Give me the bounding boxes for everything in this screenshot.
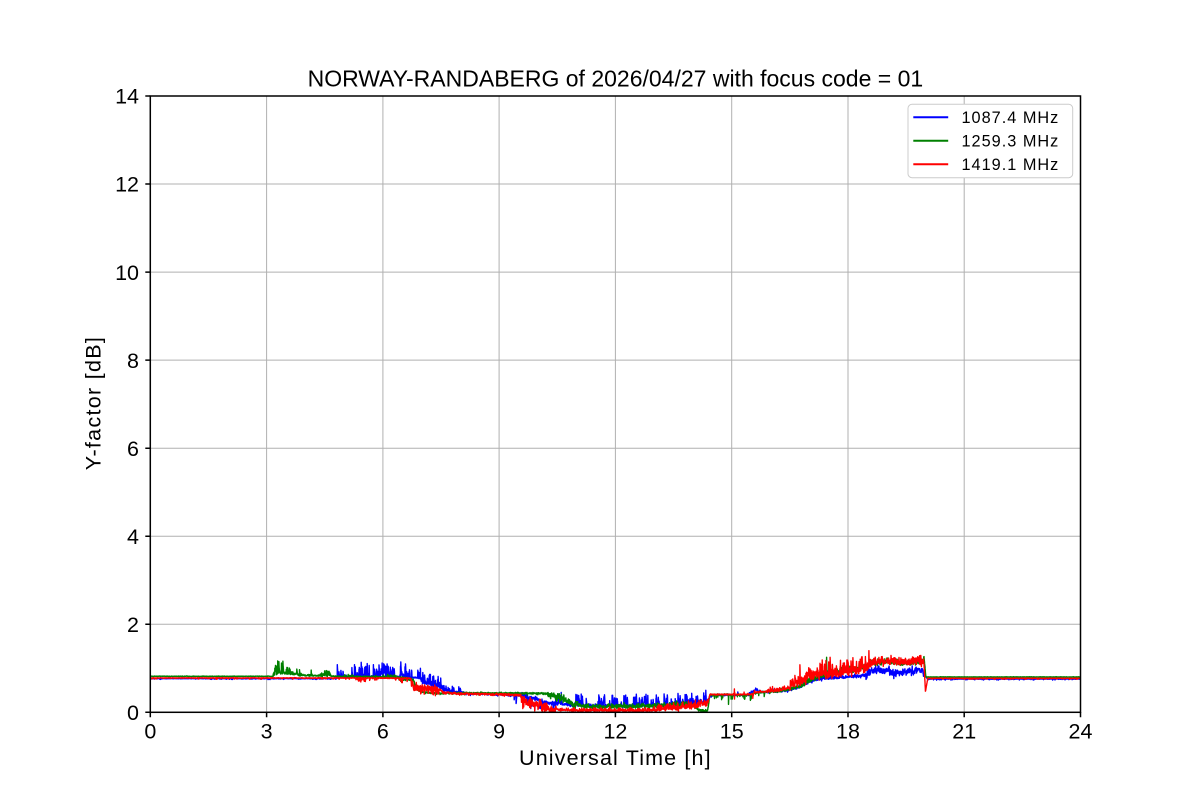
svg-text:8: 8: [127, 349, 139, 373]
svg-text:24: 24: [1069, 720, 1093, 744]
svg-text:Universal Time [h]: Universal Time [h]: [519, 746, 712, 770]
svg-text:1259.3 MHz: 1259.3 MHz: [962, 133, 1060, 151]
svg-text:0: 0: [127, 701, 139, 725]
svg-text:1419.1 MHz: 1419.1 MHz: [962, 156, 1060, 174]
svg-text:0: 0: [144, 720, 156, 744]
svg-text:12: 12: [115, 173, 139, 197]
svg-text:Y-factor [dB]: Y-factor [dB]: [82, 336, 106, 470]
svg-text:10: 10: [115, 261, 139, 285]
svg-text:4: 4: [127, 525, 139, 549]
svg-text:3: 3: [261, 720, 273, 744]
svg-text:2: 2: [127, 613, 139, 637]
svg-text:15: 15: [720, 720, 744, 744]
svg-text:18: 18: [836, 720, 860, 744]
svg-text:21: 21: [952, 720, 976, 744]
svg-text:9: 9: [493, 720, 505, 744]
svg-text:14: 14: [115, 85, 139, 109]
svg-text:1087.4 MHz: 1087.4 MHz: [962, 109, 1060, 127]
svg-text:NORWAY-RANDABERG of 2026/04/27: NORWAY-RANDABERG of 2026/04/27 with focu…: [308, 66, 924, 92]
svg-text:6: 6: [127, 437, 139, 461]
svg-text:6: 6: [377, 720, 389, 744]
svg-text:12: 12: [603, 720, 627, 744]
